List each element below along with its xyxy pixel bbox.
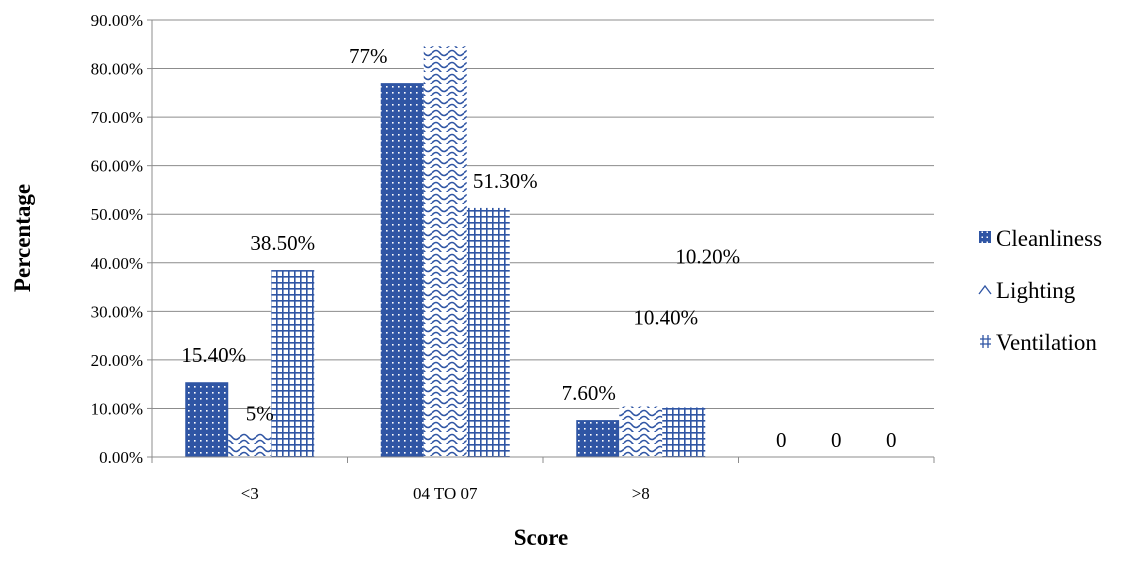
data-label: 0: [886, 428, 897, 452]
bar-lighting: [228, 432, 272, 457]
bar-cleanliness: [380, 83, 424, 457]
y-axis-title: Percentage: [10, 184, 35, 292]
axes: [151, 20, 935, 463]
bar-lighting: [619, 406, 663, 457]
legend-swatch-cleanliness: [979, 231, 991, 243]
y-tick-label: 40.00%: [91, 254, 143, 273]
gridlines: [152, 19, 934, 409]
y-tick-label: 50.00%: [91, 205, 143, 224]
bar-ventilation: [662, 407, 706, 457]
y-tick-label: 30.00%: [91, 302, 143, 321]
data-label: 77%: [349, 44, 388, 68]
y-tick-label: 60.00%: [91, 157, 143, 176]
legend-swatch-ventilation: [980, 335, 991, 348]
data-label: 15.40%: [181, 343, 246, 367]
data-label: 10.40%: [633, 306, 698, 330]
x-tick-label: 04 TO 07: [413, 484, 478, 503]
y-tick-label: 20.00%: [91, 351, 143, 370]
y-axis-ticks: 0.00% 10.00% 20.00% 30.00% 40.00% 50.00% 60.00…: [91, 11, 152, 467]
y-tick-label: 80.00%: [91, 60, 143, 79]
legend-label-lighting: Lighting: [996, 278, 1076, 303]
category-labels: <3 04 TO 07 >8: [241, 484, 650, 503]
bar-ventilation: [271, 270, 315, 457]
bars: [185, 46, 706, 457]
legend-swatch-lighting: [978, 284, 992, 295]
bar-cleanliness: [576, 420, 620, 457]
data-label: 51.30%: [473, 169, 538, 193]
data-label: 10.20%: [675, 244, 740, 268]
data-label: 84.60%: [405, 0, 470, 3]
x-axis-title: Score: [514, 525, 569, 550]
legend: Cleanliness Lighting Ventilation: [978, 226, 1102, 355]
bar-lighting: [423, 46, 467, 457]
data-label: 0: [776, 428, 787, 452]
data-label: 38.50%: [250, 231, 315, 255]
y-tick-label: 70.00%: [91, 108, 143, 127]
data-label: 5%: [246, 402, 274, 426]
legend-label-ventilation: Ventilation: [996, 330, 1097, 355]
y-tick-label: 90.00%: [91, 11, 143, 30]
y-tick-label: 10.00%: [91, 399, 143, 418]
legend-label-cleanliness: Cleanliness: [996, 226, 1102, 251]
bar-cleanliness: [185, 382, 229, 457]
bar-ventilation: [466, 207, 510, 457]
y-tick-label: 0.00%: [99, 448, 143, 467]
data-label: 7.60%: [562, 381, 616, 405]
x-tick-label: >8: [632, 484, 650, 503]
data-label: 0: [831, 428, 842, 452]
data-labels: 15.40% 5% 38.50% 77% 84.60% 51.30% 7.60% 10.40%…: [181, 0, 896, 452]
x-tick-label: <3: [241, 484, 259, 503]
